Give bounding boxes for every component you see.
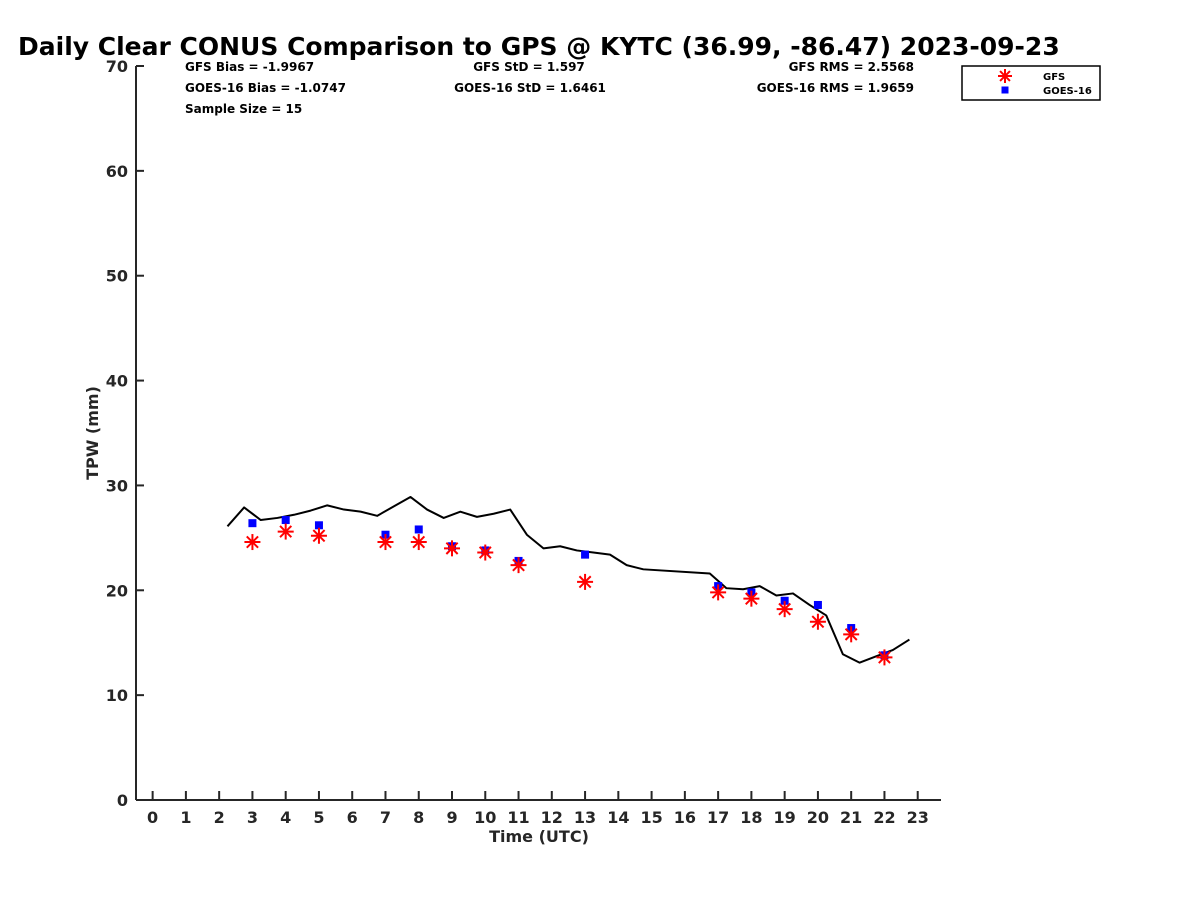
x-tick-label: 13 (574, 808, 596, 827)
legend-goes-label: GOES-16 (1043, 86, 1092, 97)
x-tick-label: 8 (413, 808, 424, 827)
goes-16-point (248, 519, 257, 528)
gfs-point (277, 523, 294, 540)
y-tick-label: 40 (106, 372, 128, 391)
x-tick-label: 5 (313, 808, 324, 827)
x-tick-label: 1 (180, 808, 191, 827)
y-tick-label: 70 (106, 57, 128, 76)
gfs-point (809, 613, 826, 630)
gfs-point (743, 590, 760, 607)
gfs-point (843, 626, 860, 643)
gfs-point (577, 573, 594, 590)
stats-block: GFS Bias = -1.9967 GOES-16 Bias = -1.074… (185, 60, 914, 116)
x-tick-label: 19 (774, 808, 796, 827)
series-gfs (244, 523, 893, 666)
x-axis-label: Time (UTC) (489, 827, 589, 846)
x-tick-label: 9 (446, 808, 457, 827)
x-tick-label: 15 (640, 808, 662, 827)
stat-gfs-bias: GFS Bias = -1.9967 (185, 60, 314, 74)
gfs-point (876, 649, 893, 666)
stat-goes-bias: GOES-16 Bias = -1.0747 (185, 81, 346, 95)
legend-gfs-asterisk (998, 69, 1012, 83)
stat-goes-rms: GOES-16 RMS = 1.9659 (757, 81, 914, 95)
x-tick-label: 14 (607, 808, 629, 827)
goes-16-point (314, 521, 323, 530)
goes-16-point (581, 550, 590, 559)
x-tick-label: 3 (247, 808, 258, 827)
x-tick-label: 10 (474, 808, 496, 827)
y-tick-label: 50 (106, 267, 128, 286)
x-tick-label: 17 (707, 808, 729, 827)
x-tick-label: 16 (674, 808, 696, 827)
gfs-point (510, 557, 527, 574)
gfs-point (310, 527, 327, 544)
y-tick-label: 60 (106, 162, 128, 181)
stat-goes-std: GOES-16 StD = 1.6461 (454, 81, 606, 95)
y-tick-label: 10 (106, 686, 128, 705)
gfs-point (710, 584, 727, 601)
legend-goes-marker (1001, 86, 1009, 94)
goes-16-point (281, 516, 290, 525)
goes-16-point (414, 525, 423, 534)
chart-title: Daily Clear CONUS Comparison to GPS @ KY… (18, 32, 1060, 61)
legend-goes-square (1001, 86, 1009, 94)
x-tick-label: 0 (147, 808, 158, 827)
x-tick-label: 6 (347, 808, 358, 827)
x-tick-label: 20 (807, 808, 829, 827)
legend-gfs-marker (998, 69, 1012, 83)
stat-sample-size: Sample Size = 15 (185, 102, 302, 116)
legend-box (961, 65, 1101, 101)
y-ticks: 0 10 20 30 40 50 60 70 (106, 57, 144, 810)
gfs-point (776, 601, 793, 618)
x-tick-label: 12 (541, 808, 563, 827)
gfs-point (444, 540, 461, 557)
gps-series-line (226, 495, 910, 664)
gfs-point (244, 534, 261, 551)
x-tick-label: 4 (280, 808, 291, 827)
x-ticks: 0 1 2 3 4 5 6 7 8 9 10 11 12 13 14 15 16 17 18 19 20 21 22 23 (147, 791, 929, 827)
y-tick-label: 0 (117, 791, 128, 810)
gfs-point (477, 544, 494, 561)
y-tick-label: 30 (106, 476, 128, 495)
x-tick-label: 2 (214, 808, 225, 827)
plot-frame (135, 66, 941, 801)
x-tick-label: 7 (380, 808, 391, 827)
legend: GFS GOES-16 (961, 65, 1101, 101)
goes-16-point (813, 600, 822, 609)
gfs-point (377, 534, 394, 551)
y-tick-label: 20 (106, 581, 128, 600)
x-tick-label: 18 (740, 808, 762, 827)
y-axis-label: TPW (mm) (83, 386, 102, 480)
goes-16-point (780, 596, 789, 605)
stat-gfs-std: GFS StD = 1.597 (473, 60, 585, 74)
x-tick-label: 11 (507, 808, 529, 827)
stat-gfs-rms: GFS RMS = 2.5568 (789, 60, 914, 74)
legend-gfs-label: GFS (1043, 72, 1065, 83)
x-tick-label: 23 (907, 808, 929, 827)
gfs-point (410, 534, 427, 551)
x-tick-label: 22 (873, 808, 895, 827)
x-tick-label: 21 (840, 808, 862, 827)
